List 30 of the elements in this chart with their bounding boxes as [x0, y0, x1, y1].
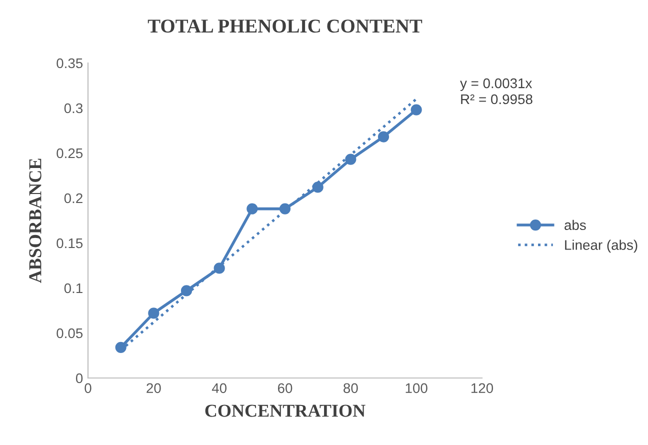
point — [246, 203, 258, 214]
point — [410, 104, 422, 116]
point — [312, 182, 324, 193]
y-tick-label: 0.25 — [56, 148, 83, 158]
point — [214, 262, 225, 274]
y-tick-label: 0.3 — [64, 103, 83, 114]
x-tick-label: 100 — [406, 383, 428, 394]
x-tick-label: 80 — [344, 383, 358, 394]
y-tick-label: 0.35 — [56, 58, 83, 68]
point — [378, 131, 390, 142]
annotation: y = 0.0031x R² = 0.9958 — [460, 78, 532, 104]
legend-label: abs — [564, 220, 586, 230]
x-tick-label: 40 — [212, 383, 227, 394]
x-tick-label: 120 — [471, 383, 494, 394]
y-tick-label: 0.2 — [64, 193, 82, 204]
legend-label: Linear (abs) — [565, 240, 638, 253]
chart-title: TOTAL PHENOLIC CONTENT — [148, 20, 422, 33]
x-tick-label: 60 — [278, 383, 292, 394]
y-tick-label: 0.05 — [56, 328, 83, 338]
y-tick-label: 0 — [76, 373, 83, 384]
point — [180, 285, 192, 296]
y-axis-title: ABSORBANCE — [29, 158, 42, 284]
x-tick-label: 20 — [146, 383, 161, 394]
point — [148, 308, 160, 319]
x-tick-label: 0 — [84, 383, 92, 394]
y-tick-label: 0.1 — [64, 283, 82, 294]
point — [345, 154, 356, 165]
point — [115, 342, 126, 353]
y-tick-label: 0.15 — [56, 238, 83, 248]
x-axis-title: CONCENTRATION — [205, 404, 366, 417]
